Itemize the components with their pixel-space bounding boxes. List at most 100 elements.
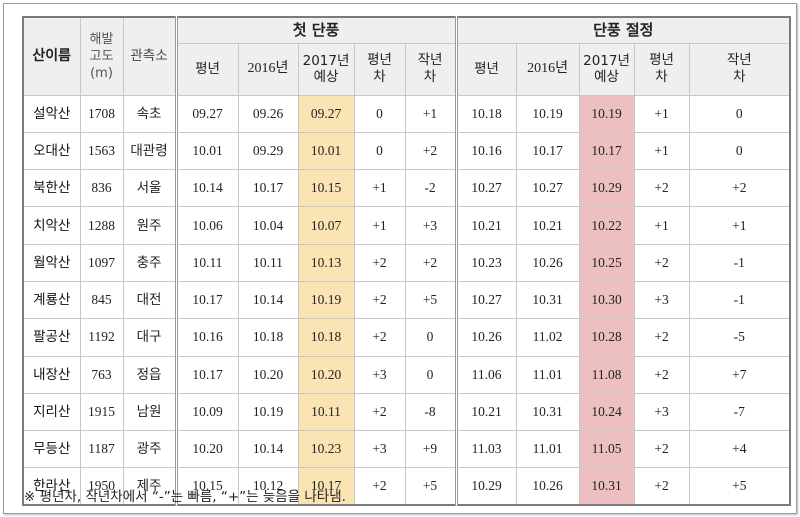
station-cell: 대전 — [122, 280, 178, 320]
peak-diff-last-cell: +5 — [688, 467, 792, 507]
first-2017-cell: 10.23 — [297, 430, 355, 469]
first-2016-cell: 10.18 — [237, 318, 299, 357]
first-diff-last-cell: +3 — [404, 206, 458, 245]
table-row: 한라산 1950 제주 10.15 10.12 10.17 +2 +5 10.29 10.26 10… — [22, 467, 792, 507]
altitude-cell: 1915 — [79, 392, 124, 432]
first-avg-cell: 10.06 — [175, 206, 239, 245]
header-peak-diff-avg-line1: 평년 — [649, 52, 674, 68]
peak-diff-avg-cell: +2 — [633, 169, 690, 208]
first-2017-cell: 10.13 — [297, 243, 355, 282]
table-row: 무등산 1187 광주 10.20 10.14 10.23 +3 +9 11.03 11.01 11… — [22, 430, 792, 469]
mountain-name: 한라산 — [22, 467, 81, 507]
altitude-cell: 763 — [79, 355, 124, 394]
peak-2017-cell: 10.19 — [578, 94, 635, 133]
header-first-diff-last-line1: 작년 — [417, 52, 443, 68]
first-2016-cell: 10.14 — [237, 430, 299, 469]
peak-2017-cell: 10.17 — [578, 131, 635, 171]
first-diff-last-cell: +1 — [404, 94, 458, 133]
altitude-cell: 1288 — [79, 206, 124, 245]
first-2016-cell: 10.20 — [237, 355, 299, 394]
header-peak-diff-last-line1: 작년 — [726, 52, 752, 68]
first-2016-cell: 09.29 — [237, 131, 299, 171]
first-2017-cell: 10.20 — [297, 355, 355, 394]
first-diff-avg-cell: +2 — [353, 392, 406, 432]
first-avg-cell: 10.14 — [175, 169, 239, 208]
header-first-diff-avg-line1: 평년 — [367, 52, 392, 68]
first-2017-cell: 10.11 — [297, 392, 355, 432]
first-diff-avg-cell: +2 — [353, 467, 406, 507]
first-2016-cell: 10.17 — [237, 169, 299, 208]
first-2016-cell: 10.04 — [237, 206, 299, 245]
header-altitude-line2: 고도 — [89, 48, 114, 64]
peak-diff-last-cell: +2 — [688, 169, 792, 208]
first-2017-cell: 10.19 — [297, 280, 355, 320]
peak-2016-cell: 10.31 — [515, 280, 580, 320]
peak-2017-cell: 10.25 — [578, 243, 635, 282]
mountain-name: 설악산 — [22, 94, 81, 133]
first-diff-avg-cell: +3 — [353, 430, 406, 469]
header-first-foliage: 첫 단풍 — [175, 16, 458, 44]
peak-2016-cell: 11.01 — [515, 355, 580, 394]
table-row: 팔공산 1192 대구 10.16 10.18 10.18 +2 0 10.26 11.02 10.… — [22, 318, 792, 357]
peak-diff-last-cell: 0 — [688, 131, 792, 171]
table-row: 지리산 1915 남원 10.09 10.19 10.11 +2 -8 10.21 10.31 10… — [22, 392, 792, 432]
peak-2016-cell: 11.02 — [515, 318, 580, 357]
first-diff-avg-cell: +2 — [353, 243, 406, 282]
peak-2016-cell: 10.27 — [515, 169, 580, 208]
first-2016-cell: 10.11 — [237, 243, 299, 282]
first-diff-avg-cell: 0 — [353, 131, 406, 171]
station-cell: 원주 — [122, 206, 178, 245]
station-cell: 충주 — [122, 243, 178, 282]
mountain-name: 북한산 — [22, 169, 81, 208]
header-first-diff-last: 작년 차 — [404, 42, 458, 96]
first-diff-last-cell: -2 — [404, 169, 458, 208]
table-row: 내장산 763 정읍 10.17 10.20 10.20 +3 0 11.06 11.01 11.0… — [22, 355, 792, 394]
peak-avg-cell: 10.29 — [455, 467, 517, 507]
header-first-2017-line1: 2017년 — [302, 53, 350, 69]
header-altitude: 해발 고도 (m) — [79, 16, 124, 96]
peak-diff-last-cell: -1 — [688, 243, 792, 282]
peak-diff-last-cell: 0 — [688, 94, 792, 133]
header-first-2016: 2016년 — [237, 42, 299, 96]
table-row: 월악산 1097 충주 10.11 10.11 10.13 +2 +2 10.23 10.26 10… — [22, 243, 792, 282]
first-2017-cell: 10.18 — [297, 318, 355, 357]
foliage-forecast-table: 산이름 해발 고도 (m) 관측소 첫 단풍 단풍 절정 평년 2016년 20… — [22, 16, 792, 507]
header-altitude-line1: 해발 — [89, 31, 114, 47]
peak-diff-avg-cell: +3 — [633, 392, 690, 432]
peak-diff-last-cell: -5 — [688, 318, 792, 357]
peak-avg-cell: 10.23 — [455, 243, 517, 282]
peak-2017-cell: 10.31 — [578, 467, 635, 507]
first-diff-avg-cell: +1 — [353, 206, 406, 245]
station-cell: 속초 — [122, 94, 178, 133]
station-cell: 광주 — [122, 430, 178, 469]
peak-diff-avg-cell: +2 — [633, 318, 690, 357]
peak-diff-last-cell: +7 — [688, 355, 792, 394]
header-first-2017: 2017년 예상 — [297, 42, 355, 96]
first-avg-cell: 10.01 — [175, 131, 239, 171]
header-peak-diff-last: 작년 차 — [688, 42, 792, 96]
station-cell: 대구 — [122, 318, 178, 357]
first-diff-last-cell: 0 — [404, 355, 458, 394]
header-peak-diff-last-line2: 차 — [733, 69, 746, 85]
peak-2016-cell: 10.26 — [515, 243, 580, 282]
peak-2017-cell: 11.05 — [578, 430, 635, 469]
first-diff-avg-cell: 0 — [353, 94, 406, 133]
mountain-name: 계룡산 — [22, 280, 81, 320]
first-2017-cell: 10.07 — [297, 206, 355, 245]
peak-2017-cell: 10.30 — [578, 280, 635, 320]
peak-2016-cell: 10.21 — [515, 206, 580, 245]
altitude-cell: 1187 — [79, 430, 124, 469]
peak-diff-avg-cell: +2 — [633, 355, 690, 394]
header-first-2017-line2: 예상 — [313, 69, 339, 85]
peak-2016-cell: 10.17 — [515, 131, 580, 171]
table-row: 설악산 1708 속초 09.27 09.26 09.27 0 +1 10.18 10.19 10.… — [22, 94, 792, 133]
header-peak-diff-avg: 평년 차 — [633, 42, 690, 96]
station-cell: 정읍 — [122, 355, 178, 394]
header-peak-2016: 2016년 — [515, 42, 580, 96]
first-2017-cell: 09.27 — [297, 94, 355, 133]
first-avg-cell: 10.11 — [175, 243, 239, 282]
peak-2016-cell: 10.26 — [515, 467, 580, 507]
first-diff-avg-cell: +3 — [353, 355, 406, 394]
peak-avg-cell: 10.27 — [455, 280, 517, 320]
peak-diff-avg-cell: +1 — [633, 94, 690, 133]
